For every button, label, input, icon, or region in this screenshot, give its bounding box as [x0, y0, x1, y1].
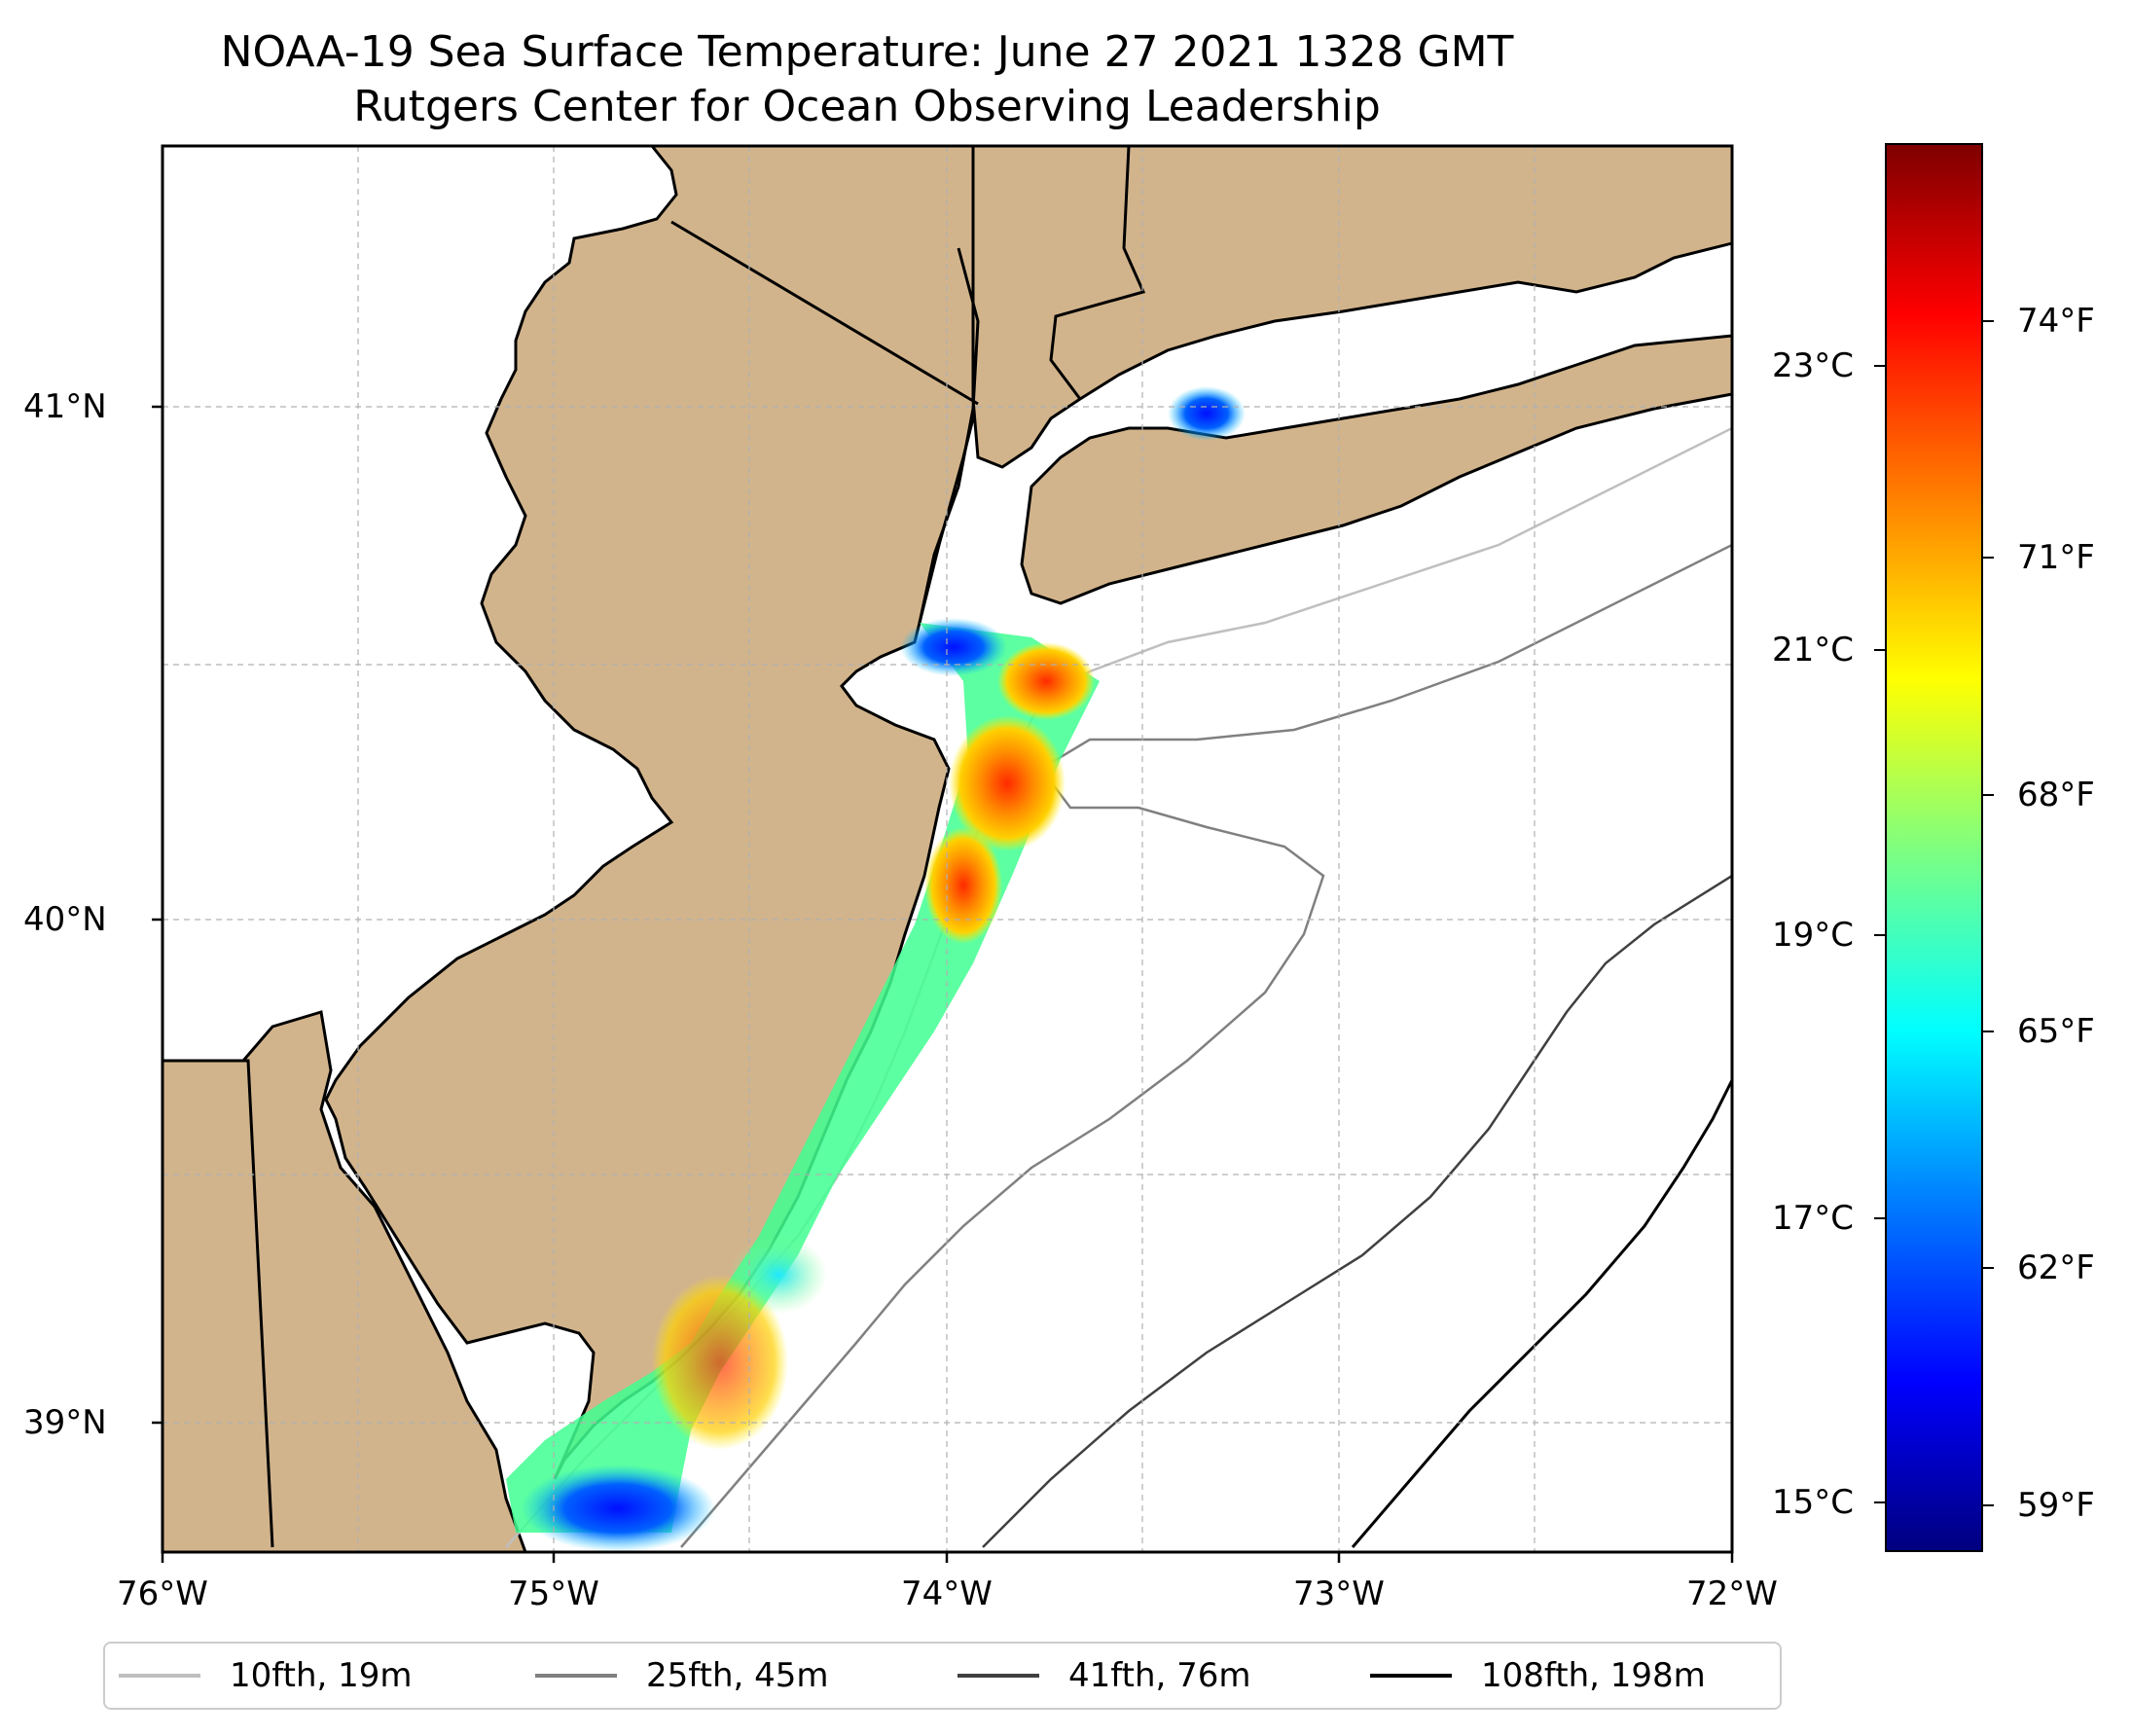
colorbar-label-15c: 15°C	[1771, 1483, 1854, 1522]
colorbar-label-19c: 19°C	[1771, 916, 1854, 955]
lat-label-41n: 41°N	[23, 387, 107, 426]
axis-ticks	[152, 405, 1734, 1563]
sst-lis-patch	[1168, 386, 1246, 441]
sst-warm-patch-mid	[924, 827, 1002, 944]
legend-label-108fth: 108fth, 198m	[1481, 1656, 1706, 1695]
hudson-river	[918, 247, 980, 624]
colorbar-label-62f: 62°F	[2017, 1248, 2095, 1287]
colorbar-tick-c	[1874, 365, 1885, 367]
colorbar-tick-c	[1874, 1501, 1885, 1503]
sst-cold-patch-ny-bight	[900, 618, 1007, 676]
legend-label-10fth: 10fth, 19m	[230, 1656, 413, 1695]
lat-label-39n: 39°N	[23, 1403, 107, 1442]
lon-label-75w: 75°W	[508, 1574, 599, 1613]
legend-swatch-10fth	[119, 1674, 200, 1678]
legend-swatch-108fth	[1370, 1674, 1452, 1678]
title-line-1: NOAA-19 Sea Surface Temperature: June 27…	[220, 27, 1514, 77]
legend: 10fth, 19m 25fth, 45m 41fth, 76m 108fth,…	[103, 1642, 1782, 1710]
land-new-york	[971, 146, 1732, 469]
colorbar-label-17c: 17°C	[1771, 1199, 1854, 1238]
legend-item-41fth: 41fth, 76m	[958, 1644, 1251, 1708]
sst-warm-patch-ne	[997, 642, 1095, 720]
colorbar-tick-c	[1874, 1217, 1885, 1219]
lon-label-73w: 73°W	[1293, 1574, 1385, 1613]
sst-swath	[506, 386, 1246, 1552]
gridlines	[163, 146, 1732, 1552]
state-border-nj-ny	[670, 220, 979, 406]
colorbar-label-71f: 71°F	[2017, 538, 2095, 577]
legend-item-25fth: 25fth, 45m	[535, 1644, 829, 1708]
colorbar-tick-f	[1983, 1504, 1994, 1506]
sst-warm-core-north	[949, 715, 1066, 851]
lon-label-76w: 76°W	[117, 1574, 208, 1613]
colorbar-tick-c	[1874, 934, 1885, 936]
state-border-de	[163, 1059, 274, 1548]
colorbar-tick-f	[1983, 1031, 1994, 1032]
legend-swatch-25fth	[535, 1674, 617, 1678]
legend-swatch-41fth	[958, 1674, 1039, 1678]
colorbar-label-23c: 23°C	[1771, 346, 1854, 385]
legend-label-25fth: 25fth, 45m	[646, 1656, 829, 1695]
sst-warm-patch-south	[652, 1275, 788, 1450]
colorbar-tick-f	[1983, 1267, 1994, 1269]
lon-label-72w: 72°W	[1686, 1574, 1778, 1613]
colorbar-tick-f	[1983, 794, 1994, 796]
colorbar-label-59f: 59°F	[2017, 1486, 2095, 1525]
legend-item-108fth: 108fth, 198m	[1370, 1644, 1706, 1708]
colorbar-label-21c: 21°C	[1771, 631, 1854, 669]
colorbar-tick-f	[1983, 557, 1994, 559]
colorbar-label-68f: 68°F	[2017, 776, 2095, 814]
land-new-jersey	[163, 146, 980, 1480]
sst-cyan-patch	[730, 1236, 827, 1314]
colorbar	[1885, 143, 1983, 1552]
legend-label-41fth: 41fth, 76m	[1068, 1656, 1251, 1695]
colorbar-label-65f: 65°F	[2017, 1012, 2095, 1051]
colorbar-label-74f: 74°F	[2017, 302, 2095, 341]
chart-title: NOAA-19 Sea Surface Temperature: June 27…	[0, 25, 1734, 134]
sst-cold-patch-bay	[521, 1465, 715, 1552]
state-border-ny	[1049, 146, 1146, 400]
colorbar-tick-c	[1874, 649, 1885, 651]
title-line-2: Rutgers Center for Ocean Observing Leade…	[353, 82, 1381, 131]
lat-label-40n: 40°N	[23, 900, 107, 939]
contour-25fth	[680, 543, 1732, 1548]
contour-108fth	[1351, 1079, 1732, 1548]
lon-label-74w: 74°W	[901, 1574, 993, 1613]
legend-item-10fth: 10fth, 19m	[119, 1644, 413, 1708]
contour-41fth	[982, 874, 1732, 1548]
colorbar-tick-f	[1983, 320, 1994, 322]
